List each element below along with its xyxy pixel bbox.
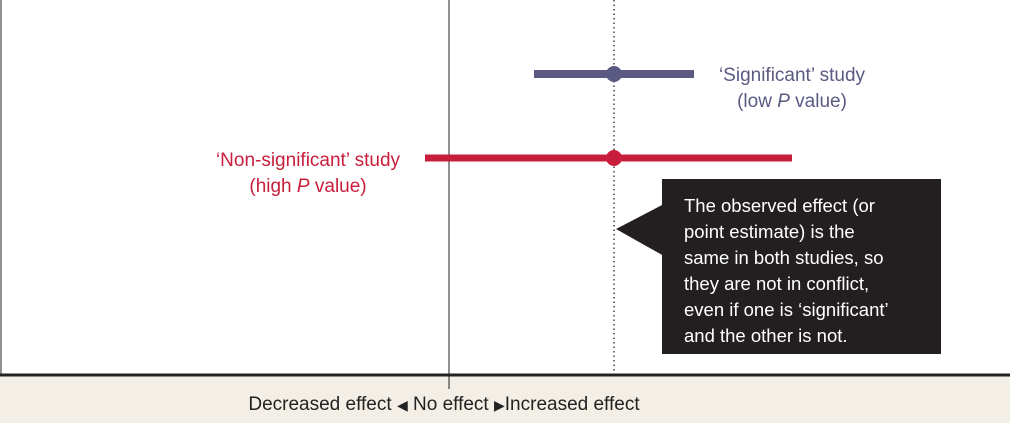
significant-study-subtitle: (low P value) — [704, 89, 880, 115]
callout-line: they are not in conflict, — [684, 273, 870, 294]
non-significant-study-subtitle-post: value) — [309, 176, 367, 197]
non-significant-study-title: ‘Non-significant’ study — [215, 150, 401, 171]
significant-study-label: ‘Significant’ study (low P value) — [704, 63, 880, 115]
significant-study-subtitle-post: value) — [789, 91, 847, 112]
significant-study-estimate — [606, 66, 622, 82]
right-arrow-icon: ▶ — [493, 397, 505, 413]
non-significant-study-subtitle-pre: (high — [249, 176, 297, 197]
non-significant-study-subtitle-p: P — [296, 176, 310, 197]
significant-study-subtitle-p: P — [777, 91, 790, 112]
non-significant-study-label: ‘Non-significant’ study (high P value) — [198, 148, 418, 200]
callout-text: The observed effect (or point estimate) … — [684, 193, 934, 349]
callout-line: even if one is ‘significant’ — [684, 299, 889, 320]
callout-box — [662, 179, 941, 354]
callout-line: The observed effect (or — [684, 195, 875, 216]
axis-left-label: Decreased effect — [248, 394, 392, 415]
callout-pointer — [616, 204, 664, 256]
callout-line: and the other is not. — [684, 325, 848, 346]
axis-band — [0, 374, 1010, 423]
callout-line: point estimate) is the — [684, 221, 855, 242]
axis-center-label: No effect — [413, 394, 489, 415]
callout-line: same in both studies, so — [684, 247, 884, 268]
significant-study-title: ‘Significant’ study — [718, 65, 866, 86]
significant-study-subtitle-pre: (low — [737, 91, 778, 112]
axis-caption: Decreased effect ◀ No effect ▶Increased … — [0, 392, 888, 418]
non-significant-study-subtitle: (high P value) — [198, 174, 418, 200]
left-arrow-icon: ◀ — [396, 397, 408, 413]
non-significant-study-estimate — [606, 150, 622, 166]
axis-right-label: Increased effect — [504, 394, 640, 415]
